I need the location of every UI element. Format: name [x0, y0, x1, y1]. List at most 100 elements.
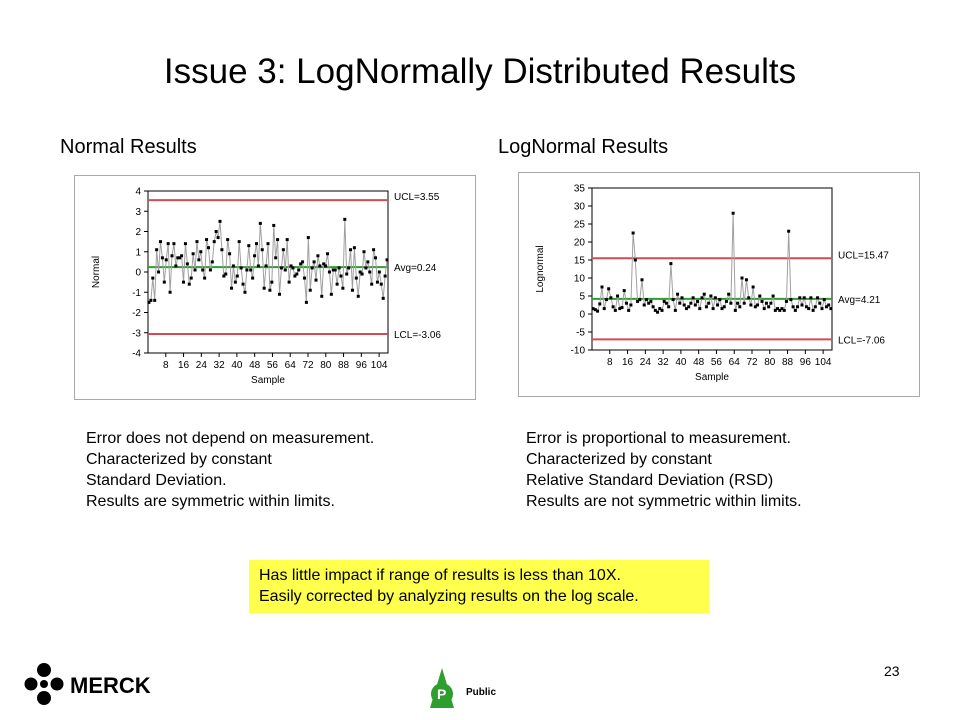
data-point	[620, 306, 624, 310]
data-point	[324, 264, 328, 268]
data-point	[616, 294, 620, 298]
data-point	[349, 248, 353, 252]
data-point	[727, 292, 731, 296]
data-point	[235, 274, 239, 278]
data-point	[640, 278, 644, 282]
data-point	[231, 264, 235, 268]
data-point	[678, 301, 682, 305]
data-point	[368, 270, 372, 274]
y-tick-label: 35	[574, 184, 586, 195]
data-point	[377, 270, 381, 274]
data-point	[189, 276, 193, 280]
data-point	[793, 308, 797, 312]
data-point	[253, 254, 257, 258]
data-point	[769, 301, 773, 305]
data-point	[736, 301, 740, 305]
data-point	[352, 246, 356, 250]
data-point	[174, 264, 178, 268]
data-point	[331, 268, 335, 272]
data-point	[818, 301, 822, 305]
data-point	[258, 221, 262, 225]
classification-letter: P	[437, 686, 446, 702]
data-point	[281, 248, 285, 252]
merck-wordmark: MERCK	[70, 673, 151, 698]
data-point	[649, 299, 653, 303]
data-point	[276, 238, 280, 242]
data-point	[744, 278, 748, 282]
data-point	[804, 305, 808, 309]
data-point	[689, 301, 693, 305]
data-point	[166, 242, 170, 246]
description-line: Relative Standard Deviation (RSD)	[526, 472, 774, 489]
data-point	[609, 296, 613, 300]
data-point	[262, 286, 266, 290]
data-point	[742, 301, 746, 305]
data-point	[322, 262, 326, 266]
y-tick-label: 3	[135, 207, 141, 218]
data-point	[691, 296, 695, 300]
data-point	[176, 256, 180, 260]
data-point	[724, 299, 728, 303]
data-point	[289, 264, 293, 268]
x-tick-label: 104	[371, 360, 388, 371]
data-point	[800, 303, 804, 307]
callout-line: Has little impact if range of results is…	[259, 567, 621, 584]
y-tick-label: 15	[574, 256, 586, 267]
data-point	[798, 296, 802, 300]
data-point	[733, 308, 737, 312]
data-point	[203, 276, 207, 280]
normal-results-heading: Normal Results	[60, 136, 197, 158]
data-point	[304, 300, 308, 304]
data-point	[164, 258, 168, 262]
data-point	[201, 268, 205, 272]
data-point	[749, 303, 753, 307]
data-point	[228, 252, 232, 256]
y-tick-label: -5	[576, 328, 585, 339]
data-point	[822, 298, 826, 302]
y-tick-label: 2	[135, 227, 141, 238]
y-tick-label: -2	[132, 308, 141, 319]
data-point	[787, 229, 791, 233]
data-point	[611, 305, 615, 309]
data-point	[756, 303, 760, 307]
ucl-label: UCL=15.47	[838, 250, 889, 261]
data-point	[195, 240, 199, 244]
x-tick-label: 48	[693, 357, 705, 368]
x-tick-label: 56	[711, 357, 723, 368]
data-point	[153, 298, 157, 302]
data-point	[193, 268, 197, 272]
data-point	[299, 262, 303, 266]
data-point	[339, 274, 343, 278]
plot-area	[591, 187, 833, 351]
data-point	[762, 307, 766, 311]
data-point	[704, 305, 708, 309]
data-point	[168, 290, 172, 294]
data-point	[251, 276, 255, 280]
data-point	[197, 258, 201, 262]
data-point	[722, 305, 726, 309]
data-point	[287, 280, 291, 284]
data-point	[607, 287, 611, 291]
y-axis-label: Normal	[91, 256, 102, 288]
x-tick-label: 16	[622, 357, 634, 368]
data-point	[776, 307, 780, 311]
x-tick-label: 40	[231, 360, 243, 371]
data-point	[147, 300, 151, 304]
data-point	[375, 280, 379, 284]
data-point	[326, 252, 330, 256]
data-point	[624, 301, 628, 305]
data-point	[182, 280, 186, 284]
y-tick-label: -1	[132, 288, 141, 299]
data-point	[602, 307, 606, 311]
description-line: Standard Deviation.	[86, 472, 227, 489]
data-point	[358, 270, 362, 274]
x-tick-label: 80	[764, 357, 776, 368]
x-tick-label: 56	[267, 360, 279, 371]
data-point	[627, 308, 631, 312]
normal-description: Error does not depend on measurement. Ch…	[86, 428, 374, 512]
data-point	[644, 298, 648, 302]
x-tick-label: 96	[800, 357, 812, 368]
data-point	[662, 299, 666, 303]
data-point	[178, 256, 182, 260]
